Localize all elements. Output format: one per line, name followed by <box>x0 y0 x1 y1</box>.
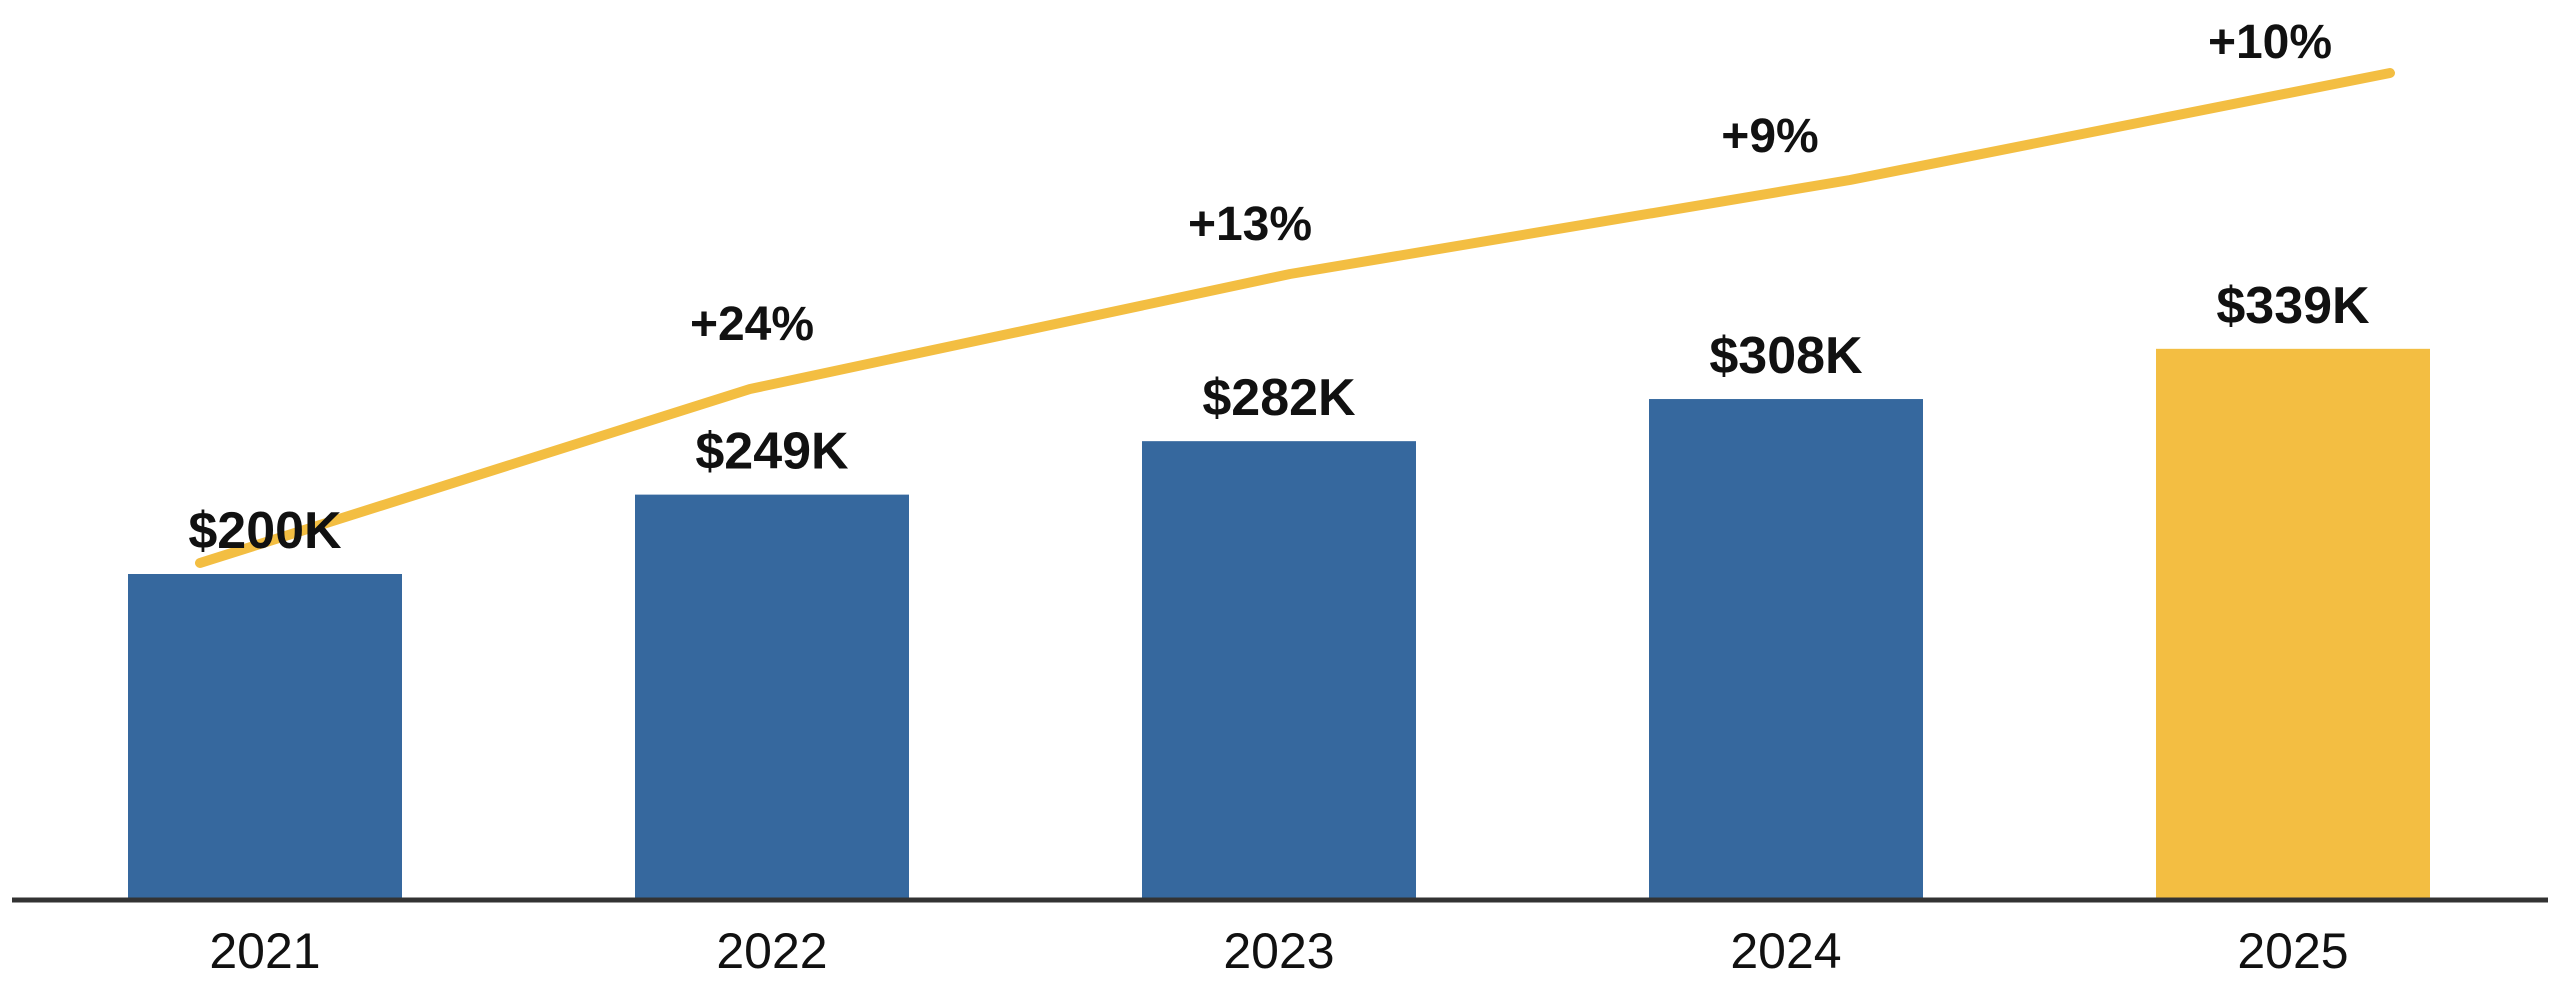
bar-2024 <box>1649 399 1923 898</box>
x-tick-label-2024: 2024 <box>1730 923 1841 979</box>
x-tick-label-2021: 2021 <box>209 923 320 979</box>
bar-2023 <box>1142 441 1416 898</box>
x-tick-label-2025: 2025 <box>2237 923 2348 979</box>
bar-2022 <box>635 494 909 898</box>
growth-label-2023: +13% <box>1188 198 1312 251</box>
bar-value-label-2022: $249K <box>695 423 849 481</box>
bar-value-label-2025: $339K <box>2216 277 2370 335</box>
bar-2021 <box>128 574 402 898</box>
bar-value-label-2024: $308K <box>1709 327 1863 385</box>
x-tick-label-2022: 2022 <box>716 923 827 979</box>
growth-label-2024: +9% <box>1721 110 1818 163</box>
bars-layer <box>128 348 2430 898</box>
bar-2025 <box>2156 348 2430 898</box>
growth-trend-line <box>195 68 2395 568</box>
growth-line-layer <box>195 68 2395 568</box>
bar-value-label-2023: $282K <box>1202 369 1356 427</box>
x-axis-tick-labels: 2021 2022 2023 2024 2025 <box>209 923 2348 979</box>
labels-layer: $200K $249K $282K $308K $339K +24% +13% +9% +10% <box>188 16 2370 560</box>
bar-value-label-2021: $200K <box>188 502 342 560</box>
growth-label-2025: +10% <box>2208 16 2332 69</box>
x-tick-label-2023: 2023 <box>1223 923 1334 979</box>
growth-label-2022: +24% <box>690 298 814 351</box>
